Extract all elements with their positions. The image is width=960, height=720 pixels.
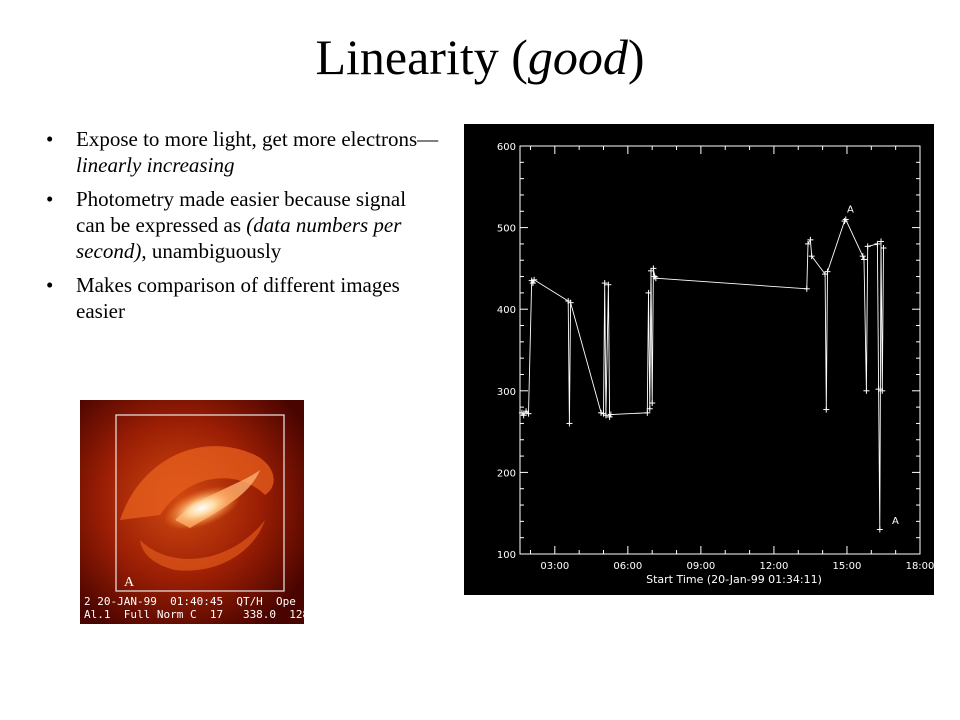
solar-marker-label: A xyxy=(124,575,135,590)
title-end: ) xyxy=(627,29,645,85)
data-point xyxy=(808,253,815,260)
data-point xyxy=(875,386,882,393)
data-point xyxy=(878,238,885,245)
series-line xyxy=(521,218,884,530)
data-point xyxy=(842,216,849,223)
data-point xyxy=(566,420,573,427)
data-point xyxy=(803,285,810,292)
data-point xyxy=(605,281,612,288)
solar-flare-graphic: A xyxy=(80,400,304,624)
data-point xyxy=(879,387,886,394)
data-point xyxy=(601,280,608,287)
data-point xyxy=(874,240,881,247)
y-tick-label: 200 xyxy=(497,468,516,479)
solar-caption-line1: 2 20-JAN-99 01:40:45 QT/H Ope xyxy=(84,595,296,608)
bullet-item: Makes comparison of different images eas… xyxy=(40,272,440,324)
x-tick-label: 09:00 xyxy=(686,561,715,572)
field-of-view-box xyxy=(115,414,285,592)
data-point xyxy=(876,526,883,533)
x-tick-label: 12:00 xyxy=(760,561,789,572)
y-tick-label: 500 xyxy=(497,224,516,235)
slide-title: Linearity (good) xyxy=(0,30,960,85)
data-point xyxy=(531,276,538,283)
bullet-text: Photometry made easier because signal ca… xyxy=(76,187,407,237)
x-tick-label: 03:00 xyxy=(540,561,569,572)
data-point xyxy=(859,253,866,260)
bullet-tail: , unambiguously xyxy=(141,239,282,263)
data-point xyxy=(607,411,614,418)
x-tick-label: 06:00 xyxy=(613,561,642,572)
solar-flare-image: A 2 20-JAN-99 01:40:45 QT/H Ope Al.1 Ful… xyxy=(80,400,304,624)
data-point xyxy=(652,275,659,282)
annotation-label: A xyxy=(892,516,899,527)
bullet-item: Photometry made easier because signal ca… xyxy=(40,186,440,264)
bullet-list: Expose to more light, get more electrons… xyxy=(40,126,440,332)
title-emphasis: good xyxy=(527,29,628,85)
data-point xyxy=(823,406,830,413)
bullet-text: Makes comparison of different images eas… xyxy=(76,273,400,323)
data-point xyxy=(861,256,868,263)
annotation-group: AA xyxy=(847,204,899,527)
series-group xyxy=(518,216,887,533)
title-text: Linearity ( xyxy=(315,29,528,85)
data-point xyxy=(650,265,657,272)
y-tick-label: 300 xyxy=(497,387,516,398)
y-tick-label: 600 xyxy=(497,142,516,153)
x-axis-label: Start Time (20-Jan-99 01:34:11) xyxy=(646,573,822,586)
data-point xyxy=(863,387,870,394)
data-point xyxy=(525,410,532,417)
x-axis: 03:00 06:00 09:00 12:00 15:00 18:00 xyxy=(529,146,934,572)
data-point xyxy=(567,299,574,306)
x-tick-label: 15:00 xyxy=(833,561,862,572)
bullet-item: Expose to more light, get more electrons… xyxy=(40,126,440,178)
data-point xyxy=(805,240,812,247)
x-tick-label: 18:00 xyxy=(906,561,934,572)
data-point xyxy=(529,280,536,287)
data-point xyxy=(864,243,871,250)
plot-frame xyxy=(519,145,921,555)
y-tick-label: 100 xyxy=(497,550,516,561)
data-point xyxy=(645,289,652,296)
bullet-emphasis: linearly increasing xyxy=(76,153,235,177)
bullet-emphasis: (data numbers per second) xyxy=(76,213,402,263)
data-point xyxy=(520,412,527,419)
annotation-label: A xyxy=(847,204,854,215)
data-point xyxy=(807,236,814,243)
y-tick-label: 400 xyxy=(497,305,516,316)
bullet-text: Expose to more light, get more electrons… xyxy=(76,127,439,151)
data-point xyxy=(880,245,887,251)
data-point xyxy=(602,412,609,419)
data-point xyxy=(646,405,653,412)
data-point xyxy=(644,409,651,416)
data-point xyxy=(824,268,831,275)
solar-caption-line2: Al.1 Full Norm C 17 338.0 128x1 xyxy=(84,608,304,621)
y-axis: 100 200 300 400 500 600 xyxy=(497,142,920,561)
data-point xyxy=(649,400,656,407)
intensity-time-chart: 100 200 300 400 500 600 03:00 06:00 09:00 12:00 1… xyxy=(464,124,934,595)
